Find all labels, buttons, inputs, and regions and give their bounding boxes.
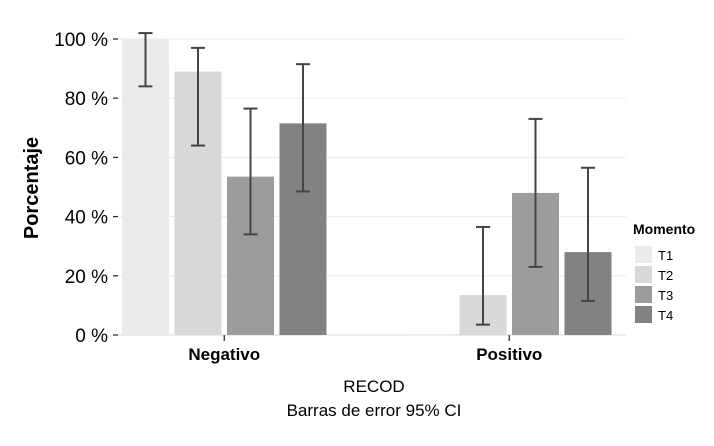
error-bar-t2-negativo [191, 46, 205, 147]
legend-swatch-t2 [635, 266, 652, 283]
x-axis-label: RECOD [343, 377, 404, 396]
y-tick-label: 40 % [65, 208, 108, 229]
legend-swatch-t1 [635, 246, 652, 263]
bar-t1-negativo [122, 39, 169, 335]
y-tick-label: 20 % [65, 267, 108, 288]
error-bars [138, 32, 595, 326]
y-tick-label: 80 % [65, 89, 108, 110]
error-bar-t2-positivo [476, 225, 490, 326]
y-tick-label: 100 % [54, 30, 108, 51]
legend: Momento T1 T2 T3 T4 [633, 221, 695, 323]
legend-label-t1: T1 [658, 248, 673, 263]
legend-label-t4: T4 [658, 308, 673, 323]
y-tick-label: 0 % [75, 326, 108, 347]
bars [122, 39, 612, 336]
chart-subtitle: Barras de error 95% CI [287, 401, 462, 420]
error-bar-t4-negativo [296, 63, 310, 193]
y-tick-label: 60 % [65, 148, 108, 169]
x-axis-categories: Negativo Positivo [188, 335, 542, 364]
x-category-label: Negativo [188, 345, 260, 364]
legend-label-t3: T3 [658, 288, 673, 303]
y-axis-label: Porcentaje [21, 137, 43, 239]
error-bar-t3-negativo [243, 107, 258, 236]
y-axis: 0 % 20 % 40 % 60 % 80 % 100 % [54, 30, 118, 347]
error-bar-t1-negativo [138, 32, 153, 88]
legend-swatch-t4 [635, 306, 652, 323]
bar-t1-positivo [407, 335, 454, 336]
x-category-label: Positivo [476, 345, 542, 364]
legend-title: Momento [633, 221, 695, 237]
error-bar-t4-positivo [581, 166, 595, 302]
error-bar-t3-positivo [528, 117, 543, 268]
legend-swatch-t3 [635, 286, 652, 303]
legend-label-t2: T2 [658, 268, 673, 283]
